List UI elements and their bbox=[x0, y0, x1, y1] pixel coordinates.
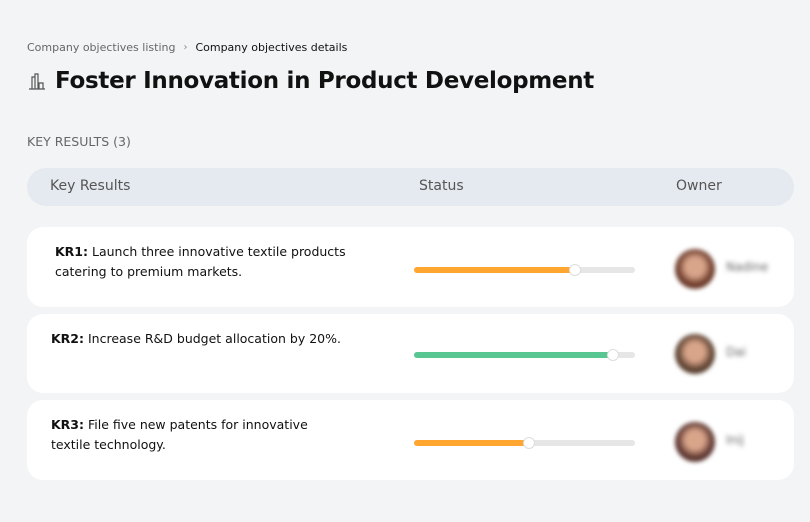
page-header: Foster Innovation in Product Development bbox=[27, 68, 594, 94]
key-result-code: KR1: bbox=[55, 244, 89, 259]
key-result-text: KR1: Launch three innovative textile pro… bbox=[55, 242, 355, 282]
key-result-code: KR2: bbox=[51, 331, 85, 346]
key-result-row[interactable]: KR3: File five new patents for innovativ… bbox=[27, 400, 794, 480]
key-result-text: KR2: Increase R&D budget allocation by 2… bbox=[51, 329, 351, 349]
progress-fill bbox=[414, 267, 576, 273]
progress-bar bbox=[414, 264, 635, 276]
table-header: Key Results Status Owner bbox=[27, 168, 794, 206]
breadcrumb-current: Company objectives details bbox=[195, 41, 348, 54]
key-result-row[interactable]: KR1: Launch three innovative textile pro… bbox=[27, 227, 794, 307]
key-results-count: KEY RESULTS (3) bbox=[27, 134, 131, 149]
column-status: Status bbox=[419, 178, 464, 194]
avatar bbox=[675, 422, 715, 462]
progress-handle[interactable] bbox=[569, 264, 582, 276]
breadcrumb: Company objectives listing › Company obj… bbox=[27, 41, 347, 54]
column-key-results: Key Results bbox=[50, 178, 131, 194]
progress-fill bbox=[414, 440, 529, 446]
avatar bbox=[675, 334, 715, 374]
key-result-description: File five new patents for innovative tex… bbox=[51, 417, 308, 452]
owner-name: Nadine bbox=[726, 260, 769, 274]
key-result-text: KR3: File five new patents for innovativ… bbox=[51, 415, 351, 455]
progress-fill bbox=[414, 352, 613, 358]
buildings-icon bbox=[29, 73, 45, 90]
progress-handle[interactable] bbox=[606, 349, 619, 361]
breadcrumb-separator: › bbox=[183, 42, 188, 53]
column-owner: Owner bbox=[676, 178, 722, 194]
progress-bar bbox=[414, 437, 635, 449]
key-result-description: Increase R&D budget allocation by 20%. bbox=[84, 331, 341, 346]
key-result-description: Launch three innovative textile products… bbox=[55, 244, 346, 279]
key-result-code: KR3: bbox=[51, 417, 85, 432]
avatar bbox=[675, 249, 715, 289]
page-title: Foster Innovation in Product Development bbox=[55, 68, 595, 94]
breadcrumb-parent-link[interactable]: Company objectives listing bbox=[27, 41, 176, 54]
owner-name: Inij bbox=[726, 433, 744, 447]
key-result-row[interactable]: KR2: Increase R&D budget allocation by 2… bbox=[27, 314, 794, 393]
progress-bar bbox=[414, 349, 635, 361]
owner-name: Dai bbox=[726, 345, 746, 359]
progress-handle[interactable] bbox=[522, 437, 535, 449]
